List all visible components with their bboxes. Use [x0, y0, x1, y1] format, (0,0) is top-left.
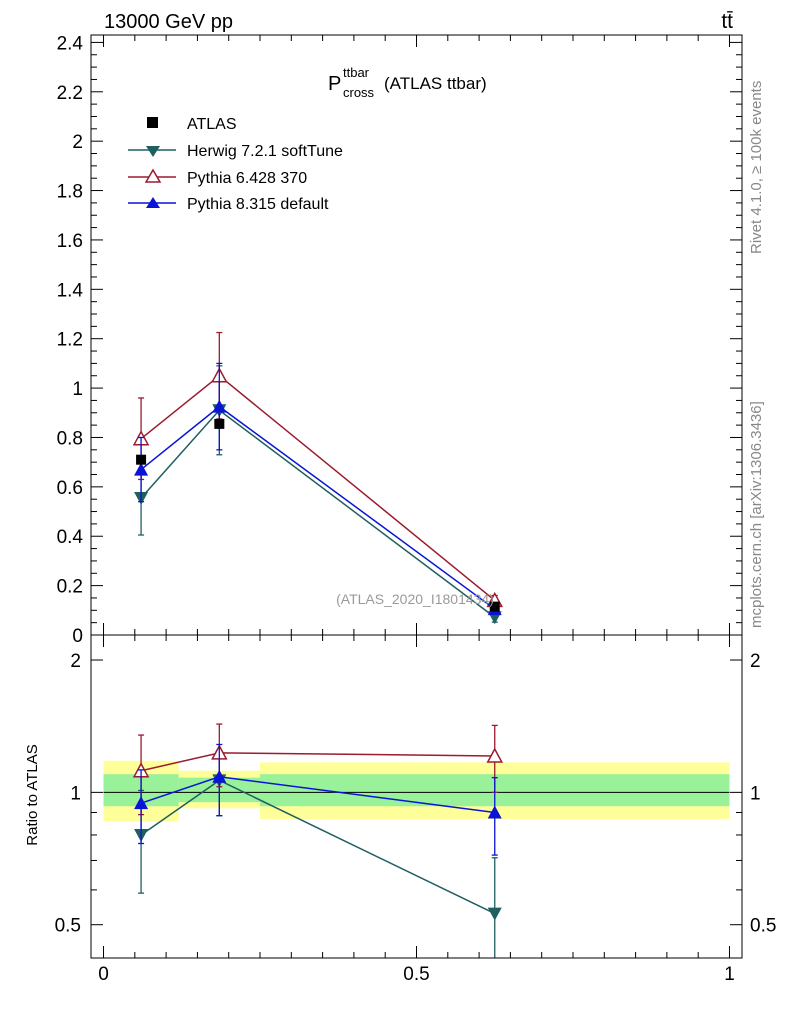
legend-pythia6-marker	[144, 168, 162, 183]
y-tick-label: 1.8	[57, 182, 83, 203]
ratio-marker-pythia8	[487, 805, 502, 819]
legend-atlas-label: ATLAS	[187, 116, 237, 133]
legend-pythia8-label: Pythia 8.315 default	[187, 196, 329, 213]
y-tick-label: 2.4	[57, 33, 84, 54]
title-subscript: cross	[343, 85, 375, 100]
title-superscript: ttbar	[343, 65, 370, 80]
ratio-y-tick-label-left: 0.5	[55, 916, 81, 937]
ratio-marker-pythia8	[212, 769, 227, 783]
legend-pythia6-label: Pythia 6.428 370	[187, 170, 307, 187]
ratio-marker-pythia6	[486, 747, 504, 763]
legend-herwig-label: Herwig 7.2.1 softTune	[187, 143, 343, 160]
ratio-y-tick-label-left: 2	[70, 651, 81, 672]
legend-herwig-marker	[146, 146, 160, 157]
ratio-y-tick-label-right: 0.5	[750, 916, 776, 937]
series-line-pythia6	[140, 374, 496, 602]
process-label: tt̄	[721, 10, 733, 33]
ratio-y-tick-label-right: 1	[750, 783, 761, 804]
y-tick-label: 0.4	[57, 527, 84, 548]
ratio-marker-herwig	[487, 907, 502, 921]
y-tick-label: 1.4	[57, 280, 84, 301]
site-label: mcplots.cern.ch [arXiv:1306.3436]	[748, 401, 765, 628]
x-tick-label: 1	[724, 964, 735, 985]
main-panel-data	[136, 418, 500, 612]
y-tick-label: 0.2	[57, 577, 83, 598]
ratio-panel-series	[132, 723, 504, 958]
main-y-axis: 0 0.2 0.4 0.6 0.8 1 1.2 1.4 1.6 1.8 2 2.2 2.4	[57, 33, 742, 647]
atlas-data-point	[136, 454, 147, 465]
y-tick-label: 0.8	[57, 428, 83, 449]
ratio-y-label: Ratio to ATLAS	[24, 744, 41, 845]
y-tick-label: 2.2	[57, 83, 83, 104]
atlas-data-point	[214, 418, 225, 429]
ratio-y-tick-label-left: 1	[70, 783, 81, 804]
rivet-label: Rivet 4.1.0, ≥ 100k events	[748, 81, 765, 254]
beam-label: 13000 GeV pp	[104, 11, 233, 33]
ratio-panel-bands	[103, 760, 730, 822]
ratio-x-axis: 0 0.5 1	[98, 635, 735, 985]
marker-pythia8	[212, 399, 227, 413]
series-line-pythia8	[140, 405, 496, 610]
main-panel-series	[132, 331, 504, 625]
y-tick-label: 2	[72, 132, 83, 153]
title-suffix: (ATLAS ttbar)	[384, 74, 487, 93]
ratio-y-tick-label-right: 2	[750, 651, 761, 672]
x-tick-label: 0	[98, 964, 109, 985]
atlas-data-point	[489, 601, 500, 612]
marker-pythia8	[134, 462, 149, 476]
main-x-ticks	[103, 35, 730, 635]
x-tick-label: 0.5	[403, 964, 429, 985]
series-line-herwig	[140, 409, 496, 618]
y-tick-label: 1.2	[57, 330, 83, 351]
watermark: (ATLAS_2020_I1801434)	[336, 591, 494, 607]
ratio-marker-pythia8	[134, 796, 149, 810]
y-tick-label: 1	[72, 379, 83, 400]
title-main: P	[328, 73, 341, 95]
ratio-y-axis: 0.5 0.5 1 1 2 2	[55, 651, 777, 937]
y-tick-label: 0.6	[57, 478, 83, 499]
legend-pythia8-marker	[146, 197, 160, 208]
legend: ATLAS Herwig 7.2.1 softTune Pythia 6.428…	[128, 116, 343, 213]
y-tick-label: 0	[72, 626, 83, 647]
y-tick-label: 1.6	[57, 231, 83, 252]
plot-title: P ttbar cross (ATLAS ttbar)	[328, 65, 487, 100]
legend-atlas-marker	[147, 117, 158, 128]
